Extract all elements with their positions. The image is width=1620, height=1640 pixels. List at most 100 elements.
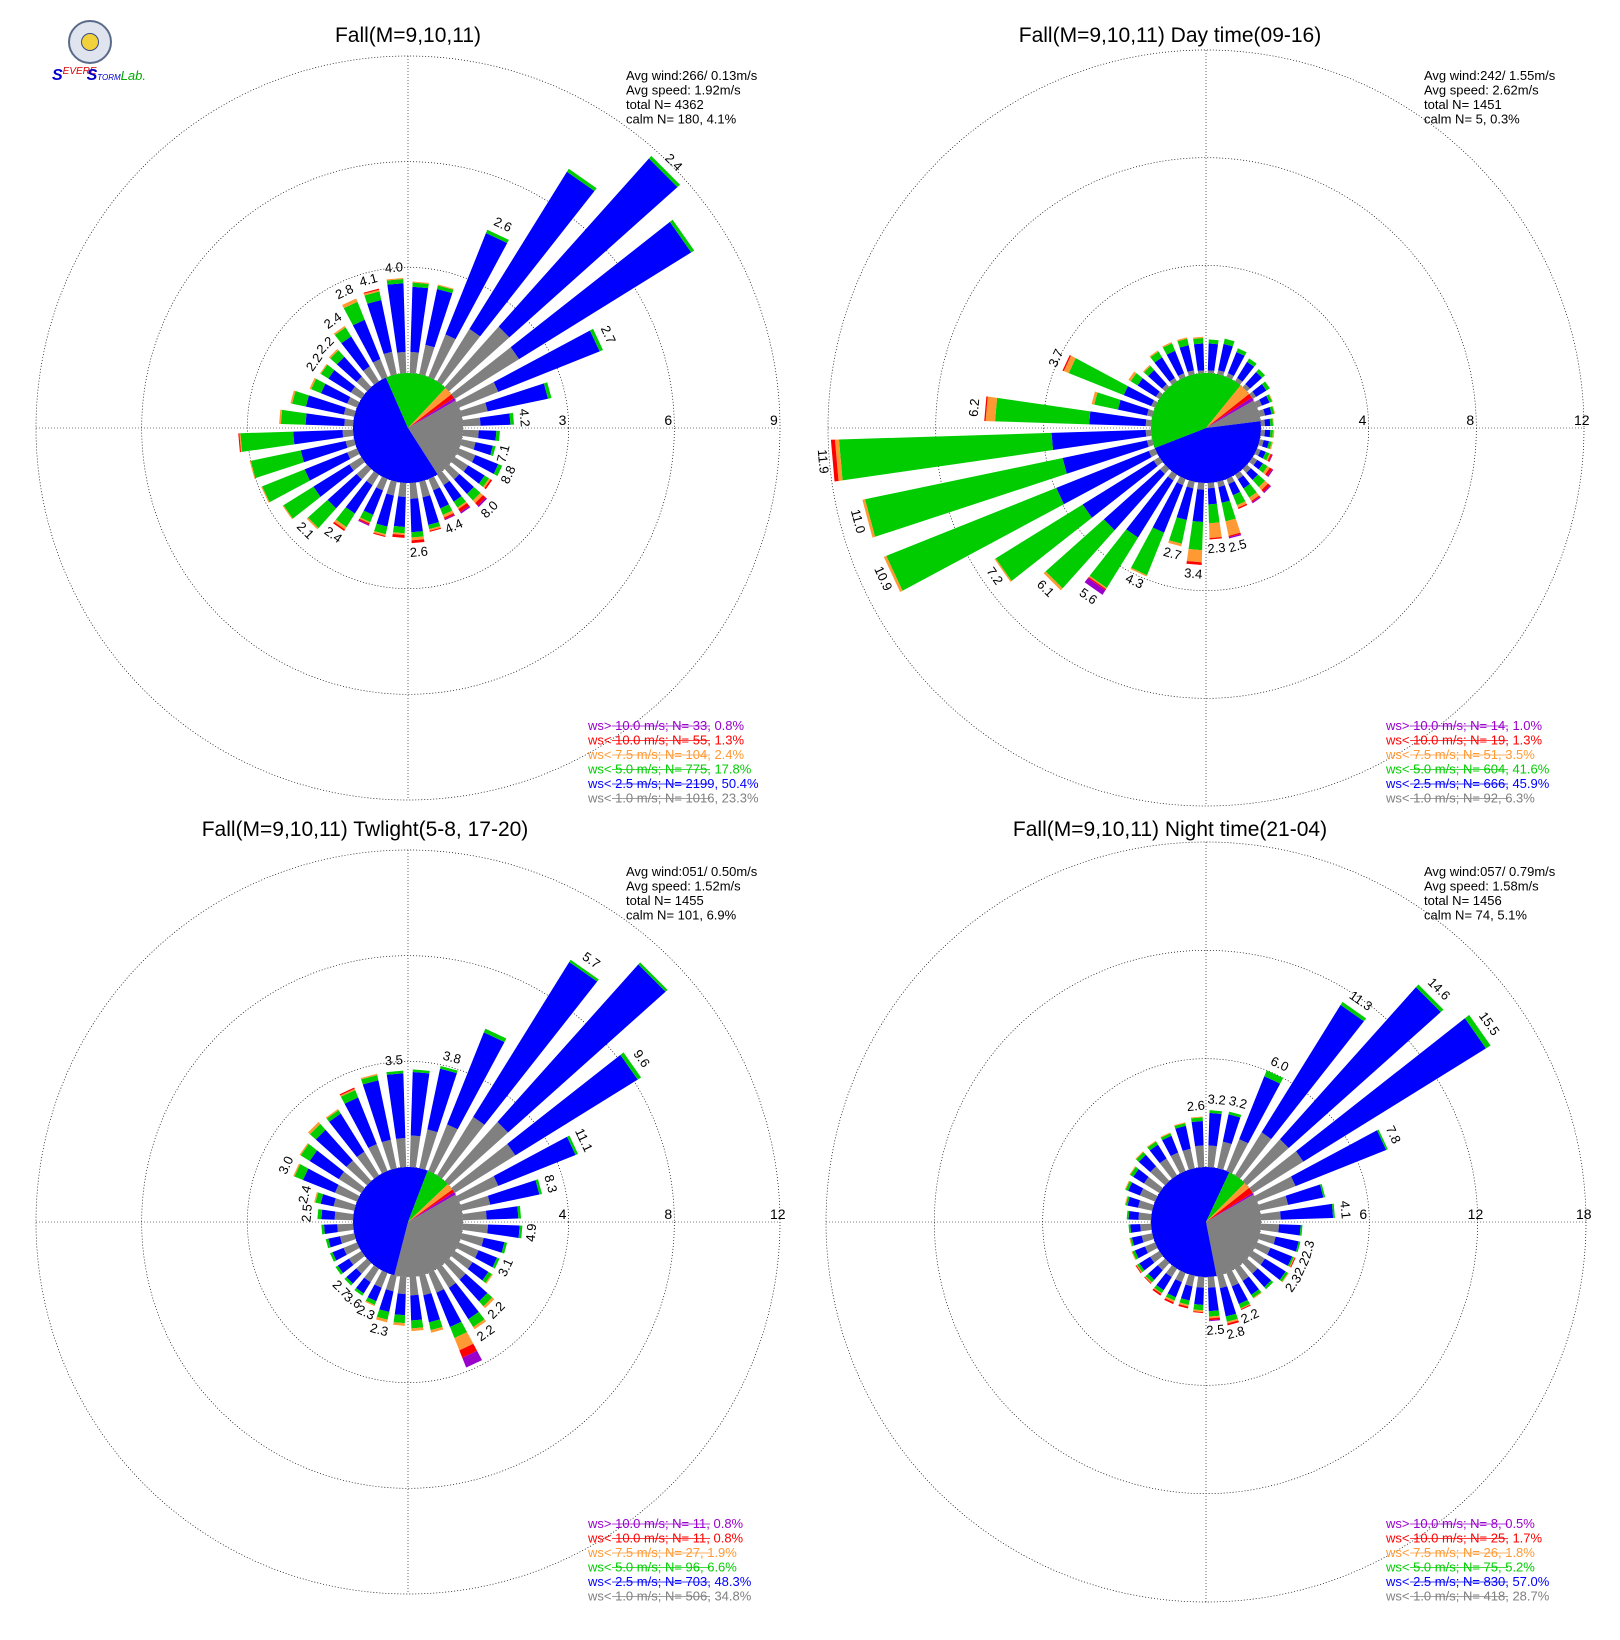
bar-value-label: 2.8 (333, 281, 356, 302)
bar-segment-blue (463, 465, 485, 484)
bar-segment-orange (1091, 391, 1098, 405)
bar-segment-red (363, 288, 380, 294)
bar-segment-grey (456, 1176, 499, 1202)
bar-segment-blue (1237, 361, 1255, 382)
bar-segment-blue (1208, 1112, 1222, 1147)
bar-segment-green (1131, 527, 1165, 576)
bar-segment-orange (1272, 418, 1274, 426)
bar-segment-orange (1128, 371, 1137, 382)
bar-segment-green (437, 285, 454, 294)
bar-segment-blue (410, 1071, 430, 1137)
bar-segment-grey (1175, 1270, 1186, 1283)
bar-segment-grey (1242, 1258, 1258, 1274)
bar-segment-red (1164, 1298, 1174, 1305)
bar-segment-green (412, 282, 429, 289)
bar-segment-blue (1156, 1273, 1172, 1291)
bar-segment-green (1264, 1070, 1284, 1084)
bar-segment-grey (1242, 1139, 1289, 1186)
bar-value-label: 4.1 (358, 270, 379, 289)
bar-segment-orange (883, 555, 903, 592)
bar-segment-orange (1226, 1318, 1239, 1324)
bar-segment-grey (1242, 464, 1252, 474)
bar-segment-green (1208, 503, 1220, 524)
bar-segment-orange (1253, 1292, 1262, 1299)
bar-segment-green (1126, 1210, 1130, 1220)
bar-segment-green (1262, 451, 1270, 461)
bar-segment-blue (487, 1224, 520, 1238)
legend-entry: ws< 5.0 m/s; N= 75, 5.2% (1385, 1560, 1535, 1575)
bar-segment-grey (397, 351, 407, 374)
bar-segment-green (309, 1123, 326, 1140)
bar-segment-grey (344, 418, 354, 427)
bar-segment-grey (1197, 482, 1205, 490)
bar-segment-grey (364, 1265, 380, 1283)
bar-segment-blue (1192, 489, 1205, 522)
bar-segment-green (478, 1292, 493, 1307)
bar-segment-grey (451, 456, 469, 472)
bar-segment-purple (358, 519, 370, 526)
bar-segment-grey (1207, 482, 1215, 489)
bar-segment-orange (1225, 518, 1241, 536)
bar-segment-blue (356, 1277, 371, 1294)
bar-segment-green (1208, 1310, 1220, 1317)
legend-entry: ws< 5.0 m/s; N= 775, 17.8% (587, 762, 752, 777)
legend-entry: ws< 5.0 m/s; N= 604, 41.6% (1385, 762, 1550, 777)
bar-segment-green (1320, 1183, 1326, 1198)
bar-segment-red (1267, 453, 1273, 462)
bar-value-label: 2.3 (1207, 540, 1226, 557)
bar-segment-green (1147, 1141, 1158, 1151)
bar-segment-green (374, 523, 388, 535)
bar-value-label: 2.5 (298, 1203, 315, 1222)
bar-segment-grey (462, 429, 479, 439)
bar-segment-blue (1134, 1246, 1148, 1259)
ring-circle (246, 266, 570, 590)
bar-segment-orange (342, 298, 358, 309)
bar-segment-green (669, 219, 695, 253)
bar-segment-green (492, 1257, 500, 1269)
legend-entry: ws< 2.5 m/s; N= 666, 45.9% (1385, 776, 1550, 791)
bar-segment-red (411, 539, 425, 544)
bar-segment-grey (1167, 471, 1178, 481)
bar-segment-green (509, 412, 515, 425)
bar-segment-grey (347, 448, 360, 459)
bar-segment-green (1258, 463, 1268, 473)
ring-label: 12 (770, 1206, 786, 1222)
bar-segment-red (484, 479, 493, 490)
bar-segment-orange (834, 439, 843, 481)
bar-segment-blue (1117, 399, 1149, 416)
bar-segment-purple (444, 514, 455, 521)
bar-segment-orange (473, 1319, 487, 1330)
bar-value-label: 9.6 (630, 1047, 653, 1070)
bar-segment-purple (477, 497, 488, 508)
bar-segment-blue (507, 1054, 638, 1156)
severe-storm-lab-logo: SEVERESTORMLab. (48, 20, 148, 90)
bar-segment-green (440, 1066, 458, 1074)
bar-segment-grey (334, 1211, 354, 1221)
bar-segment-grey (338, 1171, 365, 1194)
bar-segment-green (501, 1242, 508, 1254)
bar-segment-green (543, 382, 552, 399)
bar-segment-blue (1239, 1076, 1281, 1144)
bar-segment-grey (383, 351, 397, 376)
bar-value-label: 3.2 (1207, 1091, 1226, 1108)
bar-value-label: 3.1 (495, 1256, 516, 1279)
bar-segment-grey (451, 1143, 516, 1194)
bar-segment-blue (1264, 418, 1271, 427)
bar-segment-orange (333, 325, 346, 335)
bar-segment-green (1179, 1298, 1190, 1305)
bar-segment-green (569, 959, 599, 982)
bar-segment-green (428, 522, 441, 530)
bar-segment-blue (1193, 343, 1205, 371)
bar-segment-purple (1084, 578, 1106, 595)
bar-segment-blue (1291, 1130, 1387, 1187)
bar-segment-grey (1138, 1212, 1152, 1221)
bar-segment-grey (419, 344, 435, 376)
bar-segment-grey (343, 1242, 360, 1255)
bar-segment-grey (1197, 370, 1205, 374)
bar-segment-orange (314, 1192, 319, 1203)
bar-segment-grey (1145, 429, 1152, 437)
bar-segment-grey (1260, 1223, 1280, 1233)
bar-segment-orange (279, 409, 283, 424)
bar-value-label: 2.7 (1162, 544, 1183, 563)
bar-segment-blue (387, 283, 406, 353)
